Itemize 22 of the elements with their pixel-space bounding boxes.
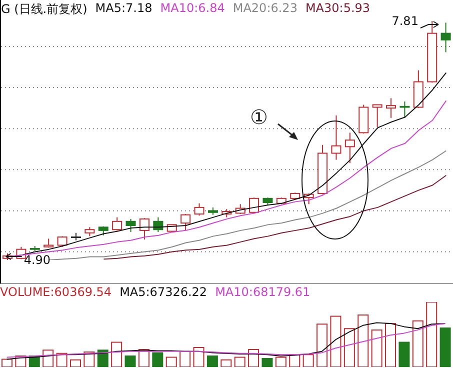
candlestick [386,98,396,118]
chart-title: G (日线.前复权) [1,1,88,18]
bar [440,328,451,367]
text: MA5:67326.22 [120,285,208,299]
text: MA20:6.23 [232,1,298,17]
text: MA30:5.93 [305,1,370,17]
text: MA10:68179.61 [215,285,310,299]
candlestick [440,22,451,53]
bar [124,355,136,367]
annotation: 4.90 [24,253,51,268]
candlestick [344,132,355,164]
text: MA10:6.84 [160,1,225,17]
bar [398,342,410,367]
bar [97,350,108,367]
annotation: ① [250,105,268,129]
candlestick [331,114,342,160]
annotation: 7.81 [392,14,418,28]
bar [206,355,218,367]
bar [262,358,273,367]
bar [152,352,164,367]
text: VOLUME:60369.54 [0,285,112,299]
text: MA5:7.18 [95,1,152,17]
